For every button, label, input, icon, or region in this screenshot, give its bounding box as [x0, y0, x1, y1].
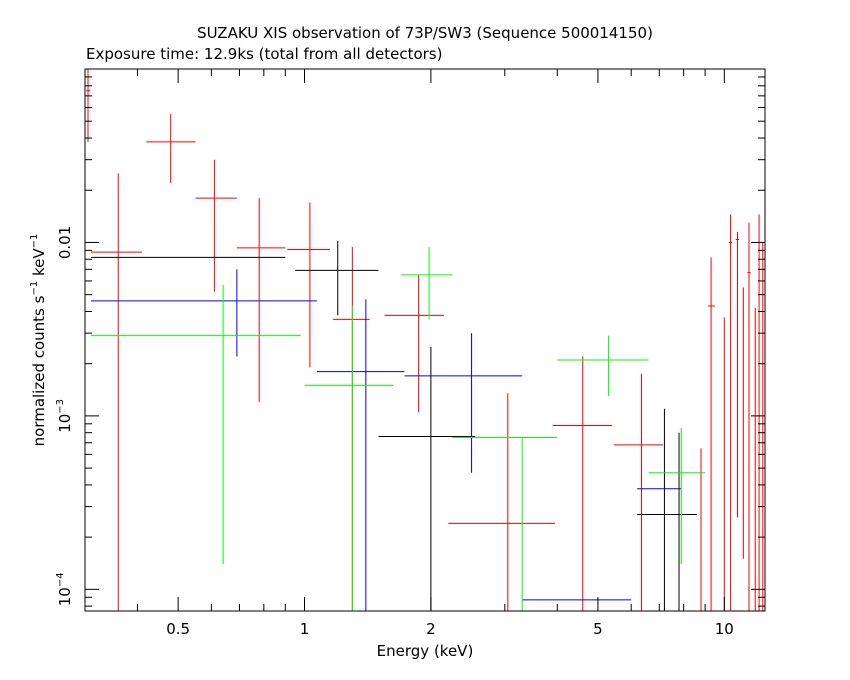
series-0 [86, 69, 764, 611]
data-point [648, 428, 706, 564]
x-tick-label: 0.5 [166, 620, 190, 638]
data-point [90, 269, 317, 357]
data-point [316, 299, 405, 611]
data-point [613, 373, 664, 611]
y-axis-label-exp2: −1 [29, 234, 40, 249]
data-point [448, 393, 555, 611]
data-point [236, 198, 286, 403]
data-point [747, 222, 751, 611]
x-axis-label: Energy (keV) [377, 642, 474, 660]
data-point [90, 284, 301, 564]
data-point [195, 159, 237, 292]
y-tick-label: 10−3 [55, 399, 74, 433]
plot-frame [84, 68, 766, 612]
data-point [146, 114, 196, 184]
data-point [552, 356, 612, 611]
y-axis-label: normalized counts s−1 keV−1 [29, 234, 48, 447]
y-axis-label-mid: keV [30, 248, 48, 281]
data-point [86, 69, 91, 142]
chart-subtitle: Exposure time: 12.9ks (total from all de… [86, 45, 442, 63]
data-point [295, 240, 379, 316]
y-axis-label-base: normalized counts s [30, 295, 48, 446]
data-point [757, 214, 761, 611]
data-point [401, 247, 453, 320]
y-axis-label-exp1: −1 [29, 281, 40, 296]
y-tick-label: 10−4 [55, 572, 74, 606]
x-tick-label: 5 [593, 620, 603, 638]
data-point [304, 306, 394, 611]
x-tick-label: 2 [426, 620, 436, 638]
data-point [90, 173, 142, 611]
data-point [287, 202, 330, 368]
series-3 [90, 247, 706, 611]
x-tick-label: 10 [715, 620, 734, 638]
series-1 [90, 240, 697, 611]
data-layer [86, 69, 764, 611]
data-point [728, 214, 733, 611]
chart-title: SUZAKU XIS observation of 73P/SW3 (Seque… [197, 24, 653, 42]
data-point [557, 335, 649, 397]
data-point [637, 408, 697, 611]
data-point [333, 247, 370, 611]
ticks-layer [84, 68, 765, 611]
data-point [404, 333, 523, 473]
y-tick-label: 0.01 [56, 226, 74, 259]
x-tick-label: 1 [300, 620, 310, 638]
series-2 [90, 269, 682, 611]
data-point [378, 346, 476, 611]
tick-labels: 0.5 1 2 5 10 10−4 10−3 0.01 [55, 226, 734, 638]
data-point [452, 437, 558, 611]
data-point [735, 231, 740, 518]
data-point [384, 274, 445, 413]
data-point [708, 257, 715, 611]
